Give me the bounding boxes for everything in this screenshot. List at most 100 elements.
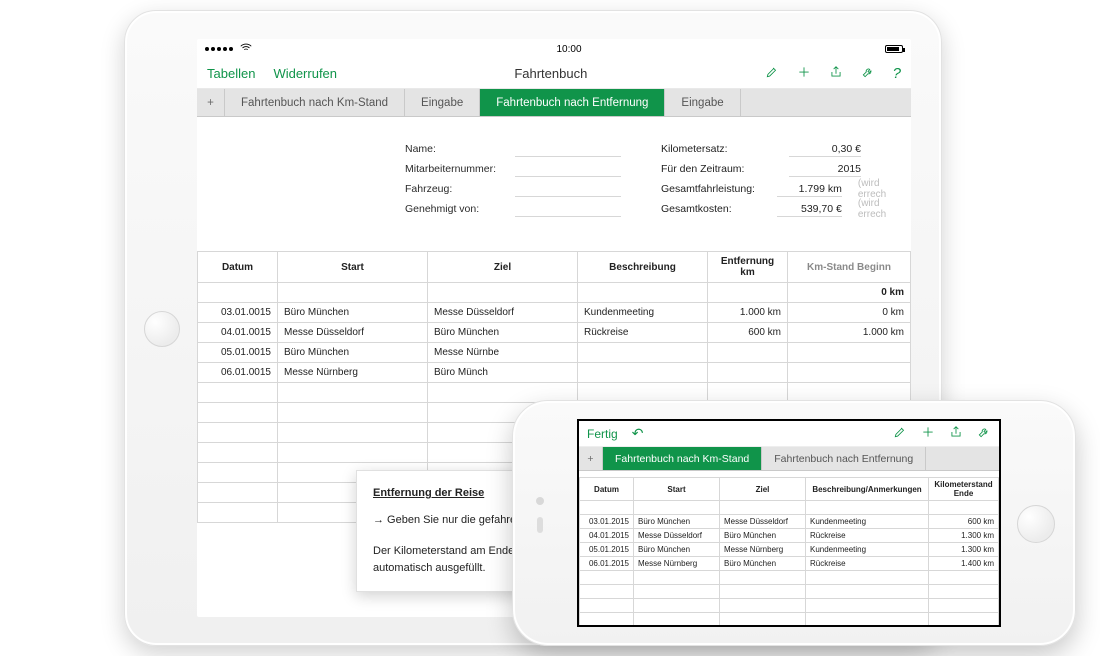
table-cell[interactable]: Messe Düsseldorf — [634, 529, 720, 543]
period-value[interactable]: 2015 — [789, 162, 861, 177]
table-row[interactable]: 05.01.2015Büro MünchenMesse NürnbergKund… — [580, 543, 999, 557]
plus-icon[interactable] — [921, 425, 935, 442]
table-row[interactable] — [580, 599, 999, 613]
table-cell[interactable] — [720, 599, 806, 613]
table-cell[interactable]: Büro München — [428, 323, 578, 343]
table-row[interactable] — [580, 627, 999, 628]
table-cell[interactable] — [720, 571, 806, 585]
table-cell[interactable]: Messe Nürnberg — [720, 543, 806, 557]
table-row[interactable]: 03.01.2015Büro MünchenMesse DüsseldorfKu… — [580, 515, 999, 529]
rate-value[interactable]: 0,30 € — [789, 142, 861, 157]
table-cell[interactable] — [198, 403, 278, 423]
table-cell[interactable] — [634, 571, 720, 585]
table-cell[interactable]: Messe Düsseldorf — [278, 323, 428, 343]
table-cell[interactable]: 04.01.0015 — [198, 323, 278, 343]
ipad-home-button[interactable] — [144, 311, 180, 347]
table-cell[interactable]: Büro München — [634, 543, 720, 557]
tab-eingabe-1[interactable]: Eingabe — [405, 89, 480, 116]
plus-icon[interactable] — [797, 65, 811, 83]
table-cell[interactable] — [720, 627, 806, 628]
table-cell[interactable] — [634, 585, 720, 599]
table-cell[interactable]: 05.01.2015 — [580, 543, 634, 557]
table-cell[interactable]: Kundenmeeting — [578, 303, 708, 323]
table-cell[interactable] — [720, 585, 806, 599]
table-cell[interactable] — [580, 571, 634, 585]
add-tab-button[interactable]: + — [579, 447, 603, 470]
vehicle-field[interactable] — [515, 182, 621, 197]
table-cell[interactable]: 03.01.2015 — [580, 515, 634, 529]
table-cell[interactable] — [788, 363, 911, 383]
table-cell[interactable] — [929, 585, 999, 599]
table-cell[interactable]: Messe Nürnbe — [428, 343, 578, 363]
table-cell[interactable] — [278, 383, 428, 403]
table-cell[interactable] — [708, 363, 788, 383]
table-cell[interactable] — [578, 343, 708, 363]
table-cell[interactable]: 1.300 km — [929, 529, 999, 543]
nav-undo-button[interactable]: Widerrufen — [273, 66, 337, 81]
table-cell[interactable] — [929, 599, 999, 613]
approved-field[interactable] — [515, 202, 621, 217]
table-cell[interactable]: 600 km — [708, 323, 788, 343]
table-cell[interactable]: Messe Düsseldorf — [720, 515, 806, 529]
tab-km-stand[interactable]: Fahrtenbuch nach Km-Stand — [603, 447, 762, 470]
paintbrush-icon[interactable] — [893, 425, 907, 442]
table-cell[interactable] — [634, 599, 720, 613]
table-cell[interactable] — [198, 383, 278, 403]
table-cell[interactable]: 05.01.0015 — [198, 343, 278, 363]
table-row[interactable]: 04.01.0015Messe DüsseldorfBüro MünchenRü… — [198, 323, 911, 343]
table-cell[interactable] — [634, 627, 720, 628]
table-cell[interactable] — [806, 571, 929, 585]
paintbrush-icon[interactable] — [765, 65, 779, 83]
undo-icon[interactable]: ↶ — [632, 425, 644, 442]
tab-km-stand[interactable]: Fahrtenbuch nach Km-Stand — [225, 89, 405, 116]
table-cell[interactable]: Rückreise — [806, 529, 929, 543]
table-cell[interactable]: 04.01.2015 — [580, 529, 634, 543]
table-cell[interactable] — [806, 627, 929, 628]
table-cell[interactable] — [198, 443, 278, 463]
table-cell[interactable]: Rückreise — [806, 557, 929, 571]
table-cell[interactable]: Messe Nürnberg — [278, 363, 428, 383]
add-tab-button[interactable]: + — [197, 89, 225, 116]
help-icon[interactable]: ? — [893, 65, 901, 83]
wrench-icon[interactable] — [977, 425, 991, 442]
tab-entfernung[interactable]: Fahrtenbuch nach Entfernung — [480, 89, 665, 116]
table-cell[interactable]: 1.000 km — [708, 303, 788, 323]
table-cell[interactable]: Büro München — [278, 303, 428, 323]
wrench-icon[interactable] — [861, 65, 875, 83]
table-cell[interactable]: 06.01.0015 — [198, 363, 278, 383]
table-row[interactable]: 05.01.0015Büro MünchenMesse Nürnbe — [198, 343, 911, 363]
table-cell[interactable]: 1.400 km — [929, 557, 999, 571]
table-cell[interactable] — [806, 585, 929, 599]
table-cell[interactable]: 03.01.0015 — [198, 303, 278, 323]
table-cell[interactable]: Kundenmeeting — [806, 543, 929, 557]
table-cell[interactable] — [929, 627, 999, 628]
share-icon[interactable] — [949, 425, 963, 442]
table-cell[interactable] — [198, 483, 278, 503]
table-cell[interactable] — [929, 571, 999, 585]
done-button[interactable]: Fertig — [587, 427, 618, 441]
share-icon[interactable] — [829, 65, 843, 83]
table-cell[interactable] — [634, 613, 720, 627]
table-row[interactable] — [580, 613, 999, 627]
iphone-home-button[interactable] — [1017, 505, 1055, 543]
table-cell[interactable]: Büro München — [720, 557, 806, 571]
table-cell[interactable] — [198, 423, 278, 443]
table-cell[interactable] — [580, 613, 634, 627]
table-cell[interactable]: 0 km — [788, 303, 911, 323]
table-cell[interactable]: Rückreise — [578, 323, 708, 343]
table-cell[interactable] — [720, 613, 806, 627]
table-cell[interactable]: Büro München — [720, 529, 806, 543]
table-cell[interactable]: 06.01.2015 — [580, 557, 634, 571]
table-cell[interactable]: Messe Nürnberg — [634, 557, 720, 571]
table-cell[interactable] — [580, 599, 634, 613]
table-cell[interactable]: Messe Düsseldorf — [428, 303, 578, 323]
tab-eingabe-2[interactable]: Eingabe — [665, 89, 740, 116]
table-row[interactable]: 04.01.2015Messe DüsseldorfBüro MünchenRü… — [580, 529, 999, 543]
name-field[interactable] — [515, 142, 621, 157]
nav-tables-button[interactable]: Tabellen — [207, 66, 255, 81]
tab-entfernung[interactable]: Fahrtenbuch nach Entfernung — [762, 447, 926, 470]
table-cell[interactable]: 1.300 km — [929, 543, 999, 557]
table-cell[interactable] — [578, 363, 708, 383]
table-cell[interactable]: Büro München — [634, 515, 720, 529]
table-row[interactable] — [580, 585, 999, 599]
